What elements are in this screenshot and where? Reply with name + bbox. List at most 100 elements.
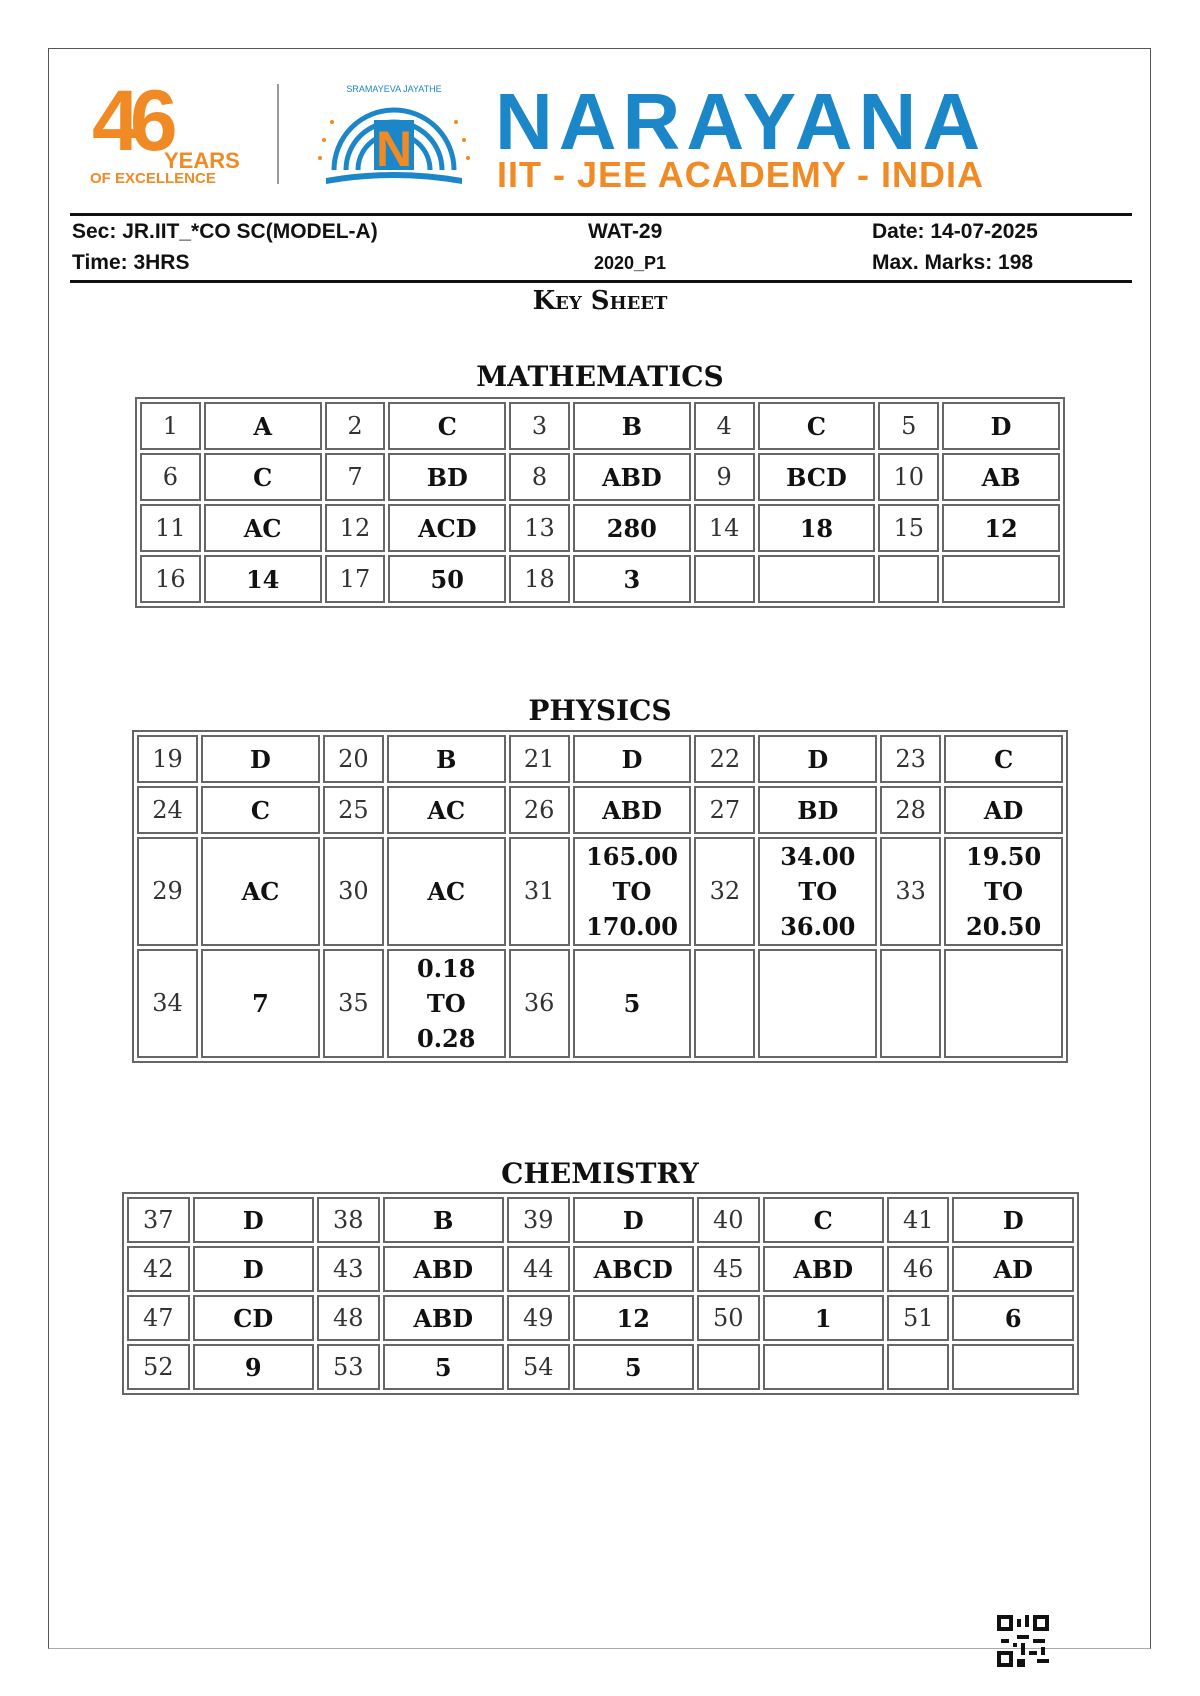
answer-key: D	[942, 402, 1060, 450]
question-number: 34	[137, 949, 199, 1058]
question-number: 9	[693, 453, 755, 501]
question-number: 32	[694, 837, 756, 946]
section-label: Sec: JR.IIT_*CO SC(MODEL-A)	[72, 220, 378, 243]
logo-divider	[277, 84, 279, 184]
question-number: 40	[696, 1197, 760, 1243]
answer-key: 3	[572, 555, 691, 603]
page-title: Key Sheet	[532, 286, 668, 316]
question-number: 7	[324, 453, 386, 501]
page-border	[48, 48, 1151, 1649]
question-number: 8	[509, 453, 570, 501]
question-number: 22	[694, 735, 756, 783]
table-row: 6 C 7 BD 8 ABD 9 BCD 10 AB	[140, 453, 1060, 501]
answer-key: B	[572, 402, 691, 450]
question-number: 43	[316, 1246, 380, 1292]
question-number: 31	[508, 837, 570, 946]
answer-key: 280	[572, 504, 691, 552]
table-row: 11 AC 12 ACD 13 280 14 18 15 12	[140, 504, 1060, 552]
table-row: 24 C 25 AC 26 ABD 27 BD 28 AD	[137, 786, 1063, 834]
question-number: 6	[140, 453, 201, 501]
svg-text:SRAMAYEVA JAYATHE: SRAMAYEVA JAYATHE	[346, 84, 441, 94]
table-row: 29 AC 30 AC 31 165.00 TO 170.00 32 34.00 TO 36.…	[137, 837, 1063, 946]
question-number: 33	[880, 837, 942, 946]
question-number: 41	[886, 1197, 950, 1243]
answer-key: 34.00 TO 36.00	[758, 837, 878, 946]
brand-name: NARAYANA	[495, 77, 987, 166]
question-number: 39	[506, 1197, 570, 1243]
answer-key: ABCD	[572, 1246, 694, 1292]
answer-key: 9	[192, 1344, 314, 1390]
time-label: Time: 3HRS	[72, 251, 190, 274]
question-number: 52	[127, 1344, 190, 1390]
question-number: 23	[880, 735, 942, 783]
question-number	[886, 1344, 950, 1390]
answer-key: AC	[203, 504, 322, 552]
question-number: 48	[316, 1295, 380, 1341]
answer-key: C	[757, 402, 876, 450]
logo-tagline: OF EXCELLENCE	[90, 170, 216, 187]
answer-key: 14	[203, 555, 322, 603]
answer-key: D	[192, 1246, 314, 1292]
answer-key: 5	[382, 1344, 504, 1390]
answer-key: B	[382, 1197, 504, 1243]
question-number	[693, 555, 755, 603]
question-number: 19	[137, 735, 199, 783]
question-number: 37	[127, 1197, 190, 1243]
answer-key: 1	[762, 1295, 884, 1341]
answer-key: 12	[572, 1295, 694, 1341]
answer-key: C	[762, 1197, 884, 1243]
answer-key	[942, 555, 1060, 603]
table-row: 47 CD 48 ABD 49 12 50 1 51 6	[127, 1295, 1074, 1341]
answer-key: AD	[944, 786, 1063, 834]
question-number: 27	[694, 786, 756, 834]
question-number: 3	[509, 402, 570, 450]
answer-key	[757, 555, 876, 603]
header-rule-top	[70, 213, 1132, 216]
table-row: 42 D 43 ABD 44 ABCD 45 ABD 46 AD	[127, 1246, 1074, 1292]
question-number: 50	[696, 1295, 760, 1341]
question-number: 45	[696, 1246, 760, 1292]
test-name: WAT-29	[588, 220, 663, 243]
section-title-chemistry: CHEMISTRY	[501, 1157, 699, 1190]
answer-key: 5	[572, 1344, 694, 1390]
question-number: 24	[137, 786, 199, 834]
answer-key: 12	[942, 504, 1060, 552]
question-number: 10	[878, 453, 940, 501]
answer-key: 6	[952, 1295, 1074, 1341]
logo-years-number: 46	[92, 73, 178, 169]
table-row: 19 D 20 B 21 D 22 D 23 C	[137, 735, 1063, 783]
answer-key	[758, 949, 878, 1058]
table-row: 52 9 53 5 54 5	[127, 1344, 1074, 1390]
max-marks-label: Max. Marks: 198	[872, 251, 1034, 274]
answer-key: C	[388, 402, 507, 450]
answer-key: ABD	[382, 1295, 504, 1341]
question-number: 30	[322, 837, 384, 946]
question-number: 25	[322, 786, 384, 834]
table-row: 37 D 38 B 39 D 40 C 41 D	[127, 1197, 1074, 1243]
years-of-excellence-logo: 46 YEARS OF EXCELLENCE	[86, 73, 256, 188]
answer-key: BCD	[757, 453, 876, 501]
answer-key: BD	[758, 786, 878, 834]
question-number: 26	[508, 786, 570, 834]
answer-key: BD	[388, 453, 507, 501]
question-number: 21	[508, 735, 570, 783]
question-number: 17	[324, 555, 386, 603]
section-title-physics: PHYSICS	[528, 694, 672, 727]
question-number: 16	[140, 555, 201, 603]
physics-key-table: 19 D 20 B 21 D 22 D 23 C 24 C 25 AC 26 ABD 27 BD 28 AD 29 AC 3…	[132, 730, 1068, 1063]
question-number: 1	[140, 402, 201, 450]
question-number: 5	[878, 402, 940, 450]
answer-key: 7	[201, 949, 320, 1058]
chemistry-key-table: 37 D 38 B 39 D 40 C 41 D 42 D 43 ABD 44 ABCD 45 ABD 46 AD 47…	[122, 1192, 1079, 1395]
question-number: 15	[878, 504, 940, 552]
answer-key: C	[203, 453, 322, 501]
answer-key: C	[944, 735, 1063, 783]
question-number	[878, 555, 940, 603]
question-number: 47	[127, 1295, 190, 1341]
answer-key: ABD	[762, 1246, 884, 1292]
question-number: 53	[316, 1344, 380, 1390]
logo-years-word: YEARS	[164, 148, 240, 173]
answer-key: D	[192, 1197, 314, 1243]
answer-key: AD	[952, 1246, 1074, 1292]
